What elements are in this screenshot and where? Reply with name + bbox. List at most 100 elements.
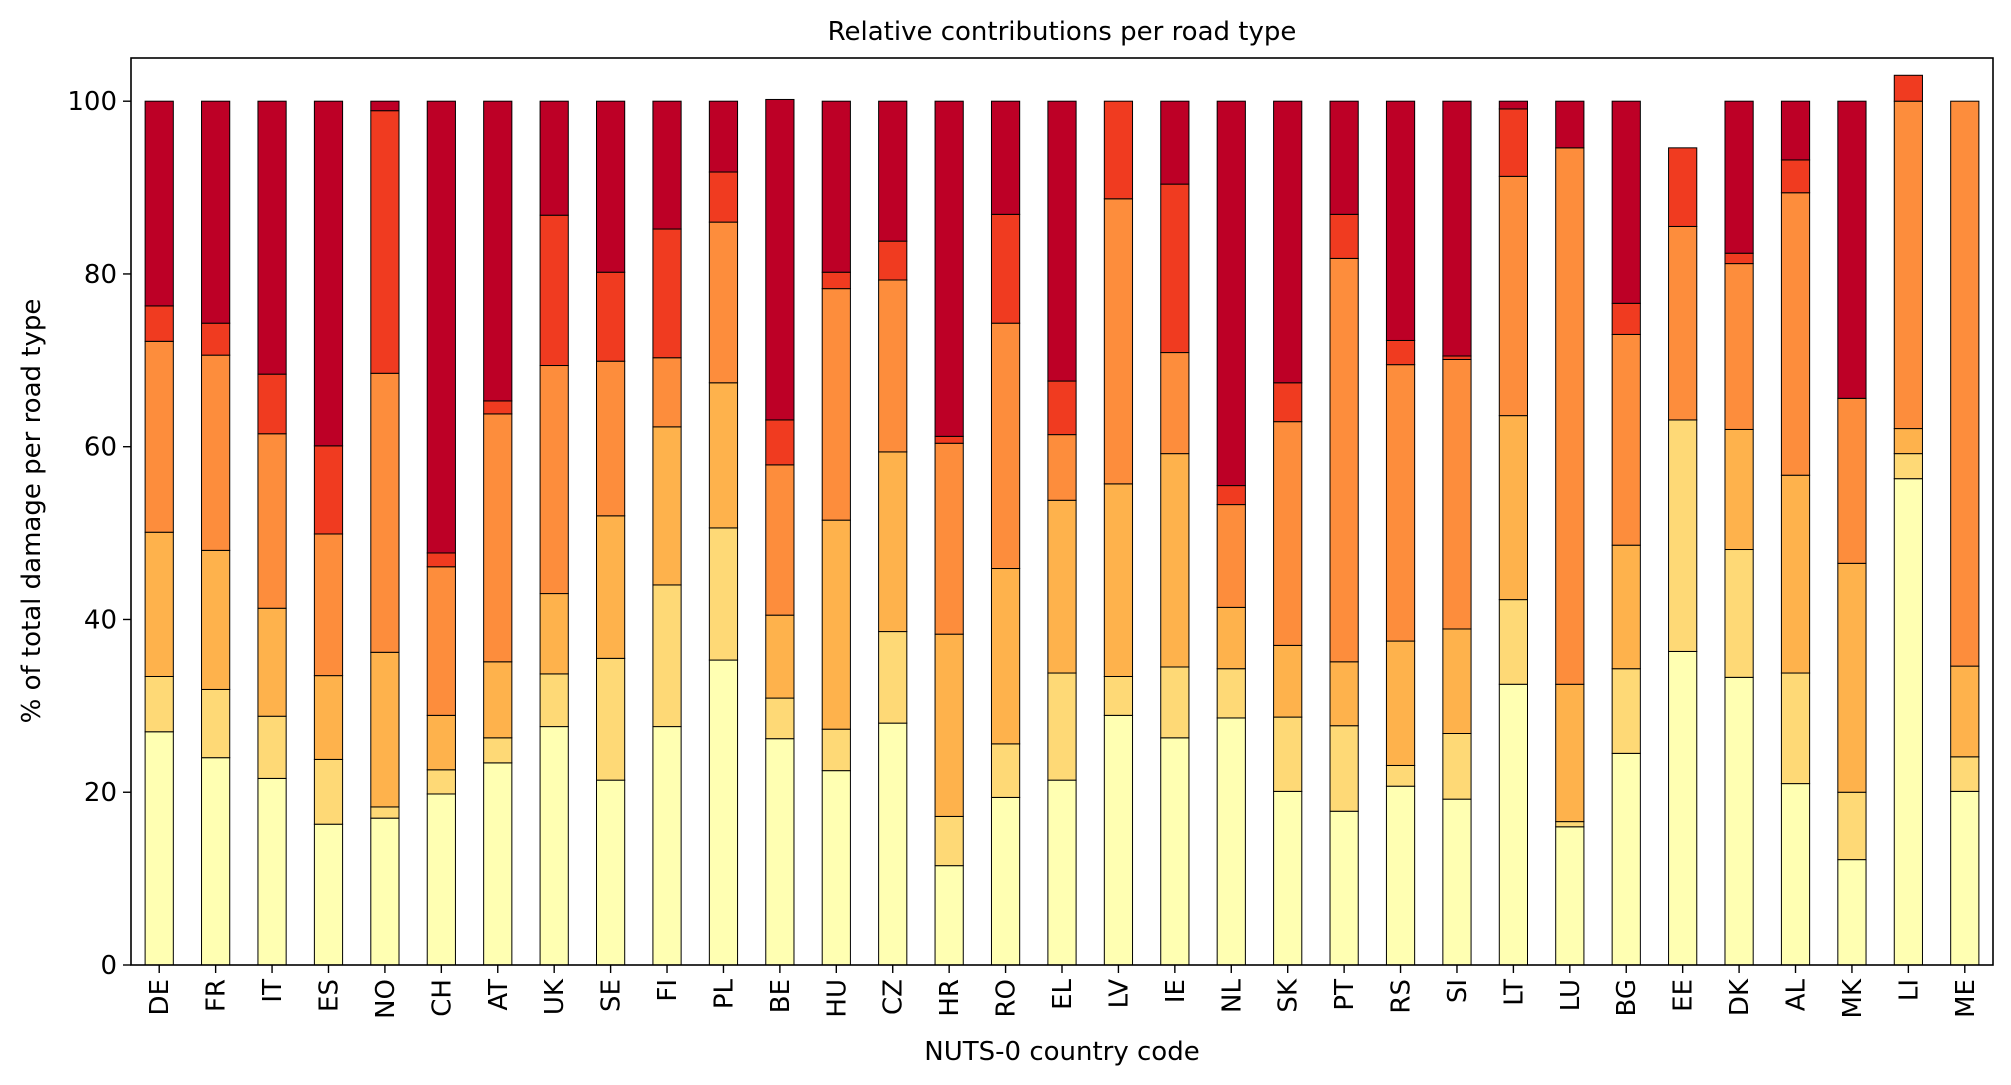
bar-segment-cz-5 [878, 100, 908, 242]
bar-segment-be-5 [765, 98, 795, 421]
bar-segment-fi-1 [652, 584, 682, 728]
x-tick-label-es: ES [314, 979, 344, 1012]
bar-segment-lt-2 [1498, 415, 1529, 601]
bar-segment-nl-3 [1216, 504, 1246, 608]
x-tick-label-it: IT [258, 979, 288, 1003]
bar-segment-fi-5 [652, 100, 682, 230]
chart-title: Relative contributions per road type [828, 17, 1297, 47]
y-tick-label-60: 60 [84, 433, 117, 463]
x-tick-label-ie: IE [1161, 979, 1191, 1003]
x-tick-label-el: EL [1048, 978, 1078, 1009]
bar-segment-lu-5 [1555, 100, 1585, 149]
bar-segment-de-2 [144, 531, 174, 677]
bar-segment-lt-3 [1498, 175, 1529, 417]
bar-segment-hr-3 [934, 442, 964, 635]
bar-segment-li-3 [1893, 100, 1923, 430]
bar-segment-rs-1 [1385, 764, 1416, 787]
bar-segment-mk-5 [1837, 100, 1867, 399]
bar-segment-at-3 [483, 413, 513, 663]
bar-segment-el-2 [1047, 499, 1077, 674]
bar-segment-cz-3 [878, 279, 908, 453]
bar-segment-es-5 [313, 100, 344, 447]
bar-segment-ch-2 [426, 714, 456, 771]
bar-segment-ee-3 [1668, 225, 1698, 421]
bar-segment-fi-3 [652, 357, 682, 428]
bar-segment-dk-2 [1724, 428, 1754, 551]
bar-segment-cz-2 [878, 451, 908, 633]
bar-segment-dk-3 [1724, 263, 1754, 430]
bar-segment-ch-1 [426, 769, 456, 795]
bar-segment-ch-3 [426, 566, 456, 716]
bar-segment-li-4 [1893, 74, 1923, 102]
bar-segment-at-4 [483, 400, 513, 415]
x-tick-label-nl: NL [1217, 978, 1247, 1012]
x-tick-label-rs: RS [1387, 979, 1417, 1014]
bar-segment-al-5 [1780, 100, 1811, 161]
bar-segment-el-0 [1047, 779, 1077, 966]
bar-segment-li-2 [1893, 428, 1923, 455]
bar-segment-bg-3 [1611, 333, 1641, 546]
y-tick-label-20: 20 [84, 778, 117, 808]
bar-segment-lt-5 [1498, 100, 1529, 110]
bar-segment-fi-0 [652, 726, 682, 966]
x-tick-label-at: AT [484, 979, 514, 1011]
bar-segment-lv-4 [1103, 100, 1134, 200]
x-tick-label-sk: SK [1274, 978, 1304, 1013]
bar-segment-sk-1 [1273, 716, 1303, 792]
x-tick-label-al: AL [1782, 978, 1812, 1011]
bar-segment-ch-5 [426, 100, 456, 554]
bar-segment-bg-0 [1611, 752, 1641, 966]
bar-segment-li-0 [1893, 478, 1923, 966]
bar-segment-pt-2 [1329, 661, 1359, 727]
x-tick-label-hr: HR [935, 979, 965, 1017]
bar-segment-de-3 [144, 340, 174, 533]
bar-segment-hr-5 [934, 100, 964, 437]
bar-segment-ie-4 [1160, 183, 1190, 354]
bar-segment-lu-1 [1555, 821, 1585, 828]
bar-segment-lv-3 [1103, 198, 1134, 485]
bar-segment-mk-3 [1837, 397, 1867, 564]
bar-segment-hu-5 [821, 100, 851, 273]
x-tick-label-de: DE [145, 979, 175, 1015]
x-tick-label-lv: LV [1104, 979, 1134, 1009]
bar-segment-lv-2 [1103, 483, 1134, 677]
bar-segment-pl-3 [708, 221, 739, 384]
bar-segment-lu-0 [1555, 826, 1585, 966]
bar-segment-pt-0 [1329, 810, 1359, 966]
axes-layer: DE FR IT ES NO CH AT UK SE FI PL BE HU CZ HR RO EL LV IE NL… [67, 87, 1980, 1019]
bar-segment-lv-1 [1103, 675, 1134, 716]
bar-segment-nl-4 [1216, 485, 1246, 506]
bar-segment-be-2 [765, 614, 795, 699]
bar-segment-fi-4 [652, 228, 682, 359]
bar-segment-it-4 [257, 373, 287, 435]
bar-segment-hr-4 [934, 435, 964, 444]
bar-segment-ro-3 [990, 322, 1021, 570]
bar-segment-dk-4 [1724, 252, 1754, 265]
bar-segment-sk-0 [1273, 790, 1303, 966]
bar-segment-lt-1 [1498, 599, 1529, 685]
bar-segment-mk-2 [1837, 562, 1867, 793]
bar-segment-nl-5 [1216, 100, 1246, 487]
bar-segment-si-0 [1442, 798, 1472, 966]
bar-segment-se-2 [596, 515, 626, 659]
bar-segment-ee-1 [1668, 419, 1698, 652]
bar-segment-el-3 [1047, 434, 1077, 501]
x-tick-label-hu: HU [822, 979, 852, 1018]
x-tick-label-li: LI [1894, 979, 1924, 1001]
bar-segment-me-1 [1950, 756, 1980, 792]
bar-segment-pt-5 [1329, 100, 1359, 215]
bar-segment-uk-5 [539, 100, 569, 216]
bar-segment-si-3 [1442, 358, 1472, 630]
bar-segment-at-5 [483, 100, 513, 402]
y-tick-label-40: 40 [84, 605, 117, 635]
bars-layer [144, 74, 1980, 966]
x-tick-label-lt: LT [1499, 979, 1529, 1006]
x-tick-label-uk: UK [540, 978, 570, 1015]
bar-segment-no-4 [370, 110, 400, 374]
x-tick-label-me: ME [1951, 979, 1981, 1018]
bar-segment-no-3 [370, 372, 400, 653]
bar-segment-me-0 [1950, 790, 1980, 966]
bar-segment-pl-4 [708, 171, 739, 223]
x-axis-label: NUTS-0 country code [924, 1037, 1199, 1067]
